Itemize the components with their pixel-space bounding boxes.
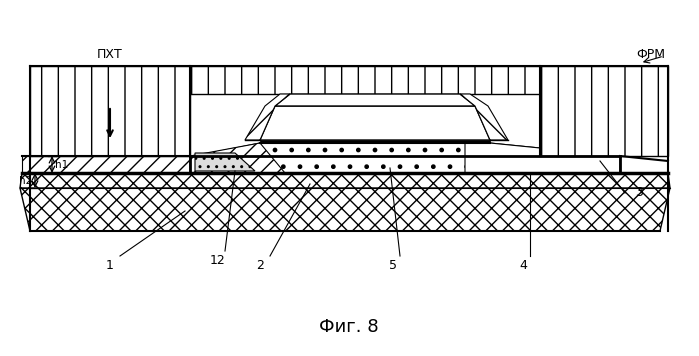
Polygon shape [245,94,290,140]
Text: ПХТ: ПХТ [97,48,123,61]
Polygon shape [260,106,490,140]
Text: ФРМ: ФРМ [636,48,665,61]
Polygon shape [195,153,255,171]
Polygon shape [20,188,670,231]
Polygon shape [22,156,190,173]
Text: Фиг. 8: Фиг. 8 [319,318,379,336]
Text: h1: h1 [55,159,69,169]
Text: 2: 2 [256,259,264,272]
Text: 4: 4 [519,259,527,272]
Polygon shape [195,143,620,173]
Text: 1: 1 [106,259,114,272]
Polygon shape [190,156,620,173]
Text: 5: 5 [389,259,397,272]
Polygon shape [30,66,190,156]
Polygon shape [260,140,490,143]
Polygon shape [540,66,668,156]
Text: 3: 3 [635,187,643,199]
Polygon shape [20,173,670,188]
Polygon shape [275,94,475,106]
Polygon shape [460,94,508,140]
Polygon shape [190,66,540,94]
Text: h2: h2 [19,176,32,185]
Text: 12: 12 [210,254,226,267]
Polygon shape [190,143,285,173]
Polygon shape [465,143,620,173]
